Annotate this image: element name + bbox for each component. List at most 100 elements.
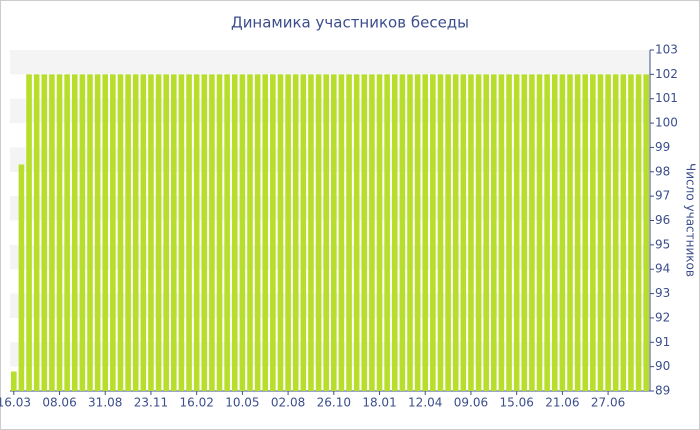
bar xyxy=(277,74,284,391)
bar xyxy=(452,74,459,391)
y-tick-label: 91 xyxy=(655,335,670,349)
y-tick-label: 92 xyxy=(655,310,670,324)
bar xyxy=(56,74,63,391)
bar xyxy=(605,74,611,391)
bar xyxy=(346,74,352,391)
grid-band xyxy=(10,293,650,318)
bar xyxy=(498,74,505,391)
bar xyxy=(551,74,558,391)
y-tick-label: 99 xyxy=(655,140,670,154)
bar xyxy=(513,74,520,391)
x-tick-label: 21.06 xyxy=(545,396,579,410)
y-tick-label: 98 xyxy=(655,164,670,178)
y-axis-label: Число участников xyxy=(684,163,698,277)
x-tick-label: 09.06 xyxy=(454,396,488,410)
bar xyxy=(262,74,269,391)
bar xyxy=(308,74,314,391)
bar xyxy=(437,74,444,391)
bar xyxy=(491,74,497,391)
bar xyxy=(407,74,413,391)
bar xyxy=(628,74,634,391)
x-tick-label: 16.03 xyxy=(0,396,31,410)
bar xyxy=(635,74,642,391)
grid-band xyxy=(10,147,650,172)
x-tick-label: 16.02 xyxy=(179,396,213,410)
y-tick-label: 93 xyxy=(655,286,670,300)
x-tick-label: 31.08 xyxy=(88,396,122,410)
y-tick-label: 96 xyxy=(655,213,670,227)
bar xyxy=(110,74,116,391)
bar xyxy=(125,74,131,391)
bar xyxy=(49,74,55,391)
bar xyxy=(582,74,589,391)
bar xyxy=(590,74,596,391)
bar xyxy=(574,74,581,391)
bar xyxy=(369,74,375,391)
y-tick-label: 101 xyxy=(655,91,678,105)
bar xyxy=(597,74,604,391)
bar xyxy=(430,74,436,391)
bar xyxy=(193,74,200,391)
bar xyxy=(209,74,215,391)
grid-band xyxy=(10,244,650,270)
bar xyxy=(186,74,192,391)
bar xyxy=(399,74,406,391)
bar xyxy=(292,74,299,391)
y-tick-label: 103 xyxy=(655,43,678,57)
bar xyxy=(148,74,154,391)
y-tick-label: 90 xyxy=(655,359,670,373)
x-tick-label: 18.01 xyxy=(362,396,396,410)
bar xyxy=(315,74,322,391)
y-tick-label: 100 xyxy=(655,116,678,130)
bar xyxy=(414,74,421,391)
grid-band xyxy=(10,98,650,124)
y-tick-label: 94 xyxy=(655,262,670,276)
bar xyxy=(247,74,253,391)
bar xyxy=(521,74,528,391)
bar xyxy=(102,74,109,391)
x-tick-label: 12.04 xyxy=(408,396,442,410)
grid-band xyxy=(10,50,650,75)
bar xyxy=(445,74,451,391)
bar xyxy=(216,74,223,391)
bar xyxy=(79,74,86,391)
bar xyxy=(254,74,261,391)
bar xyxy=(163,74,169,391)
bar xyxy=(155,74,162,391)
bar xyxy=(483,74,489,391)
bar xyxy=(468,74,474,391)
bar xyxy=(460,74,467,391)
bar xyxy=(567,74,573,391)
bar xyxy=(391,74,398,391)
x-tick-label: 15.06 xyxy=(499,396,533,410)
x-tick-label: 23.11 xyxy=(134,396,168,410)
x-tick-label: 08.06 xyxy=(42,396,76,410)
bar xyxy=(353,74,360,391)
bar xyxy=(361,74,368,391)
bar xyxy=(132,74,139,391)
bar xyxy=(300,74,307,391)
chart-title: Динамика участников беседы xyxy=(231,14,469,32)
bar xyxy=(140,74,147,391)
bar xyxy=(475,74,482,391)
bar xyxy=(26,74,32,391)
bar xyxy=(529,74,535,391)
grid-band xyxy=(10,342,650,367)
bar xyxy=(201,74,208,391)
bar xyxy=(384,74,390,391)
bar xyxy=(33,74,40,391)
bar xyxy=(11,371,17,391)
x-tick-label: 10.05 xyxy=(225,396,259,410)
y-tick-label: 89 xyxy=(655,384,670,398)
bar xyxy=(224,74,230,391)
bar xyxy=(117,74,124,391)
bar xyxy=(506,74,512,391)
bar xyxy=(559,74,566,391)
bar xyxy=(376,74,383,391)
bar xyxy=(231,74,238,391)
x-tick-label: 02.08 xyxy=(271,396,305,410)
bar xyxy=(620,74,627,391)
bar xyxy=(71,74,78,391)
y-tick-label: 102 xyxy=(655,67,678,81)
